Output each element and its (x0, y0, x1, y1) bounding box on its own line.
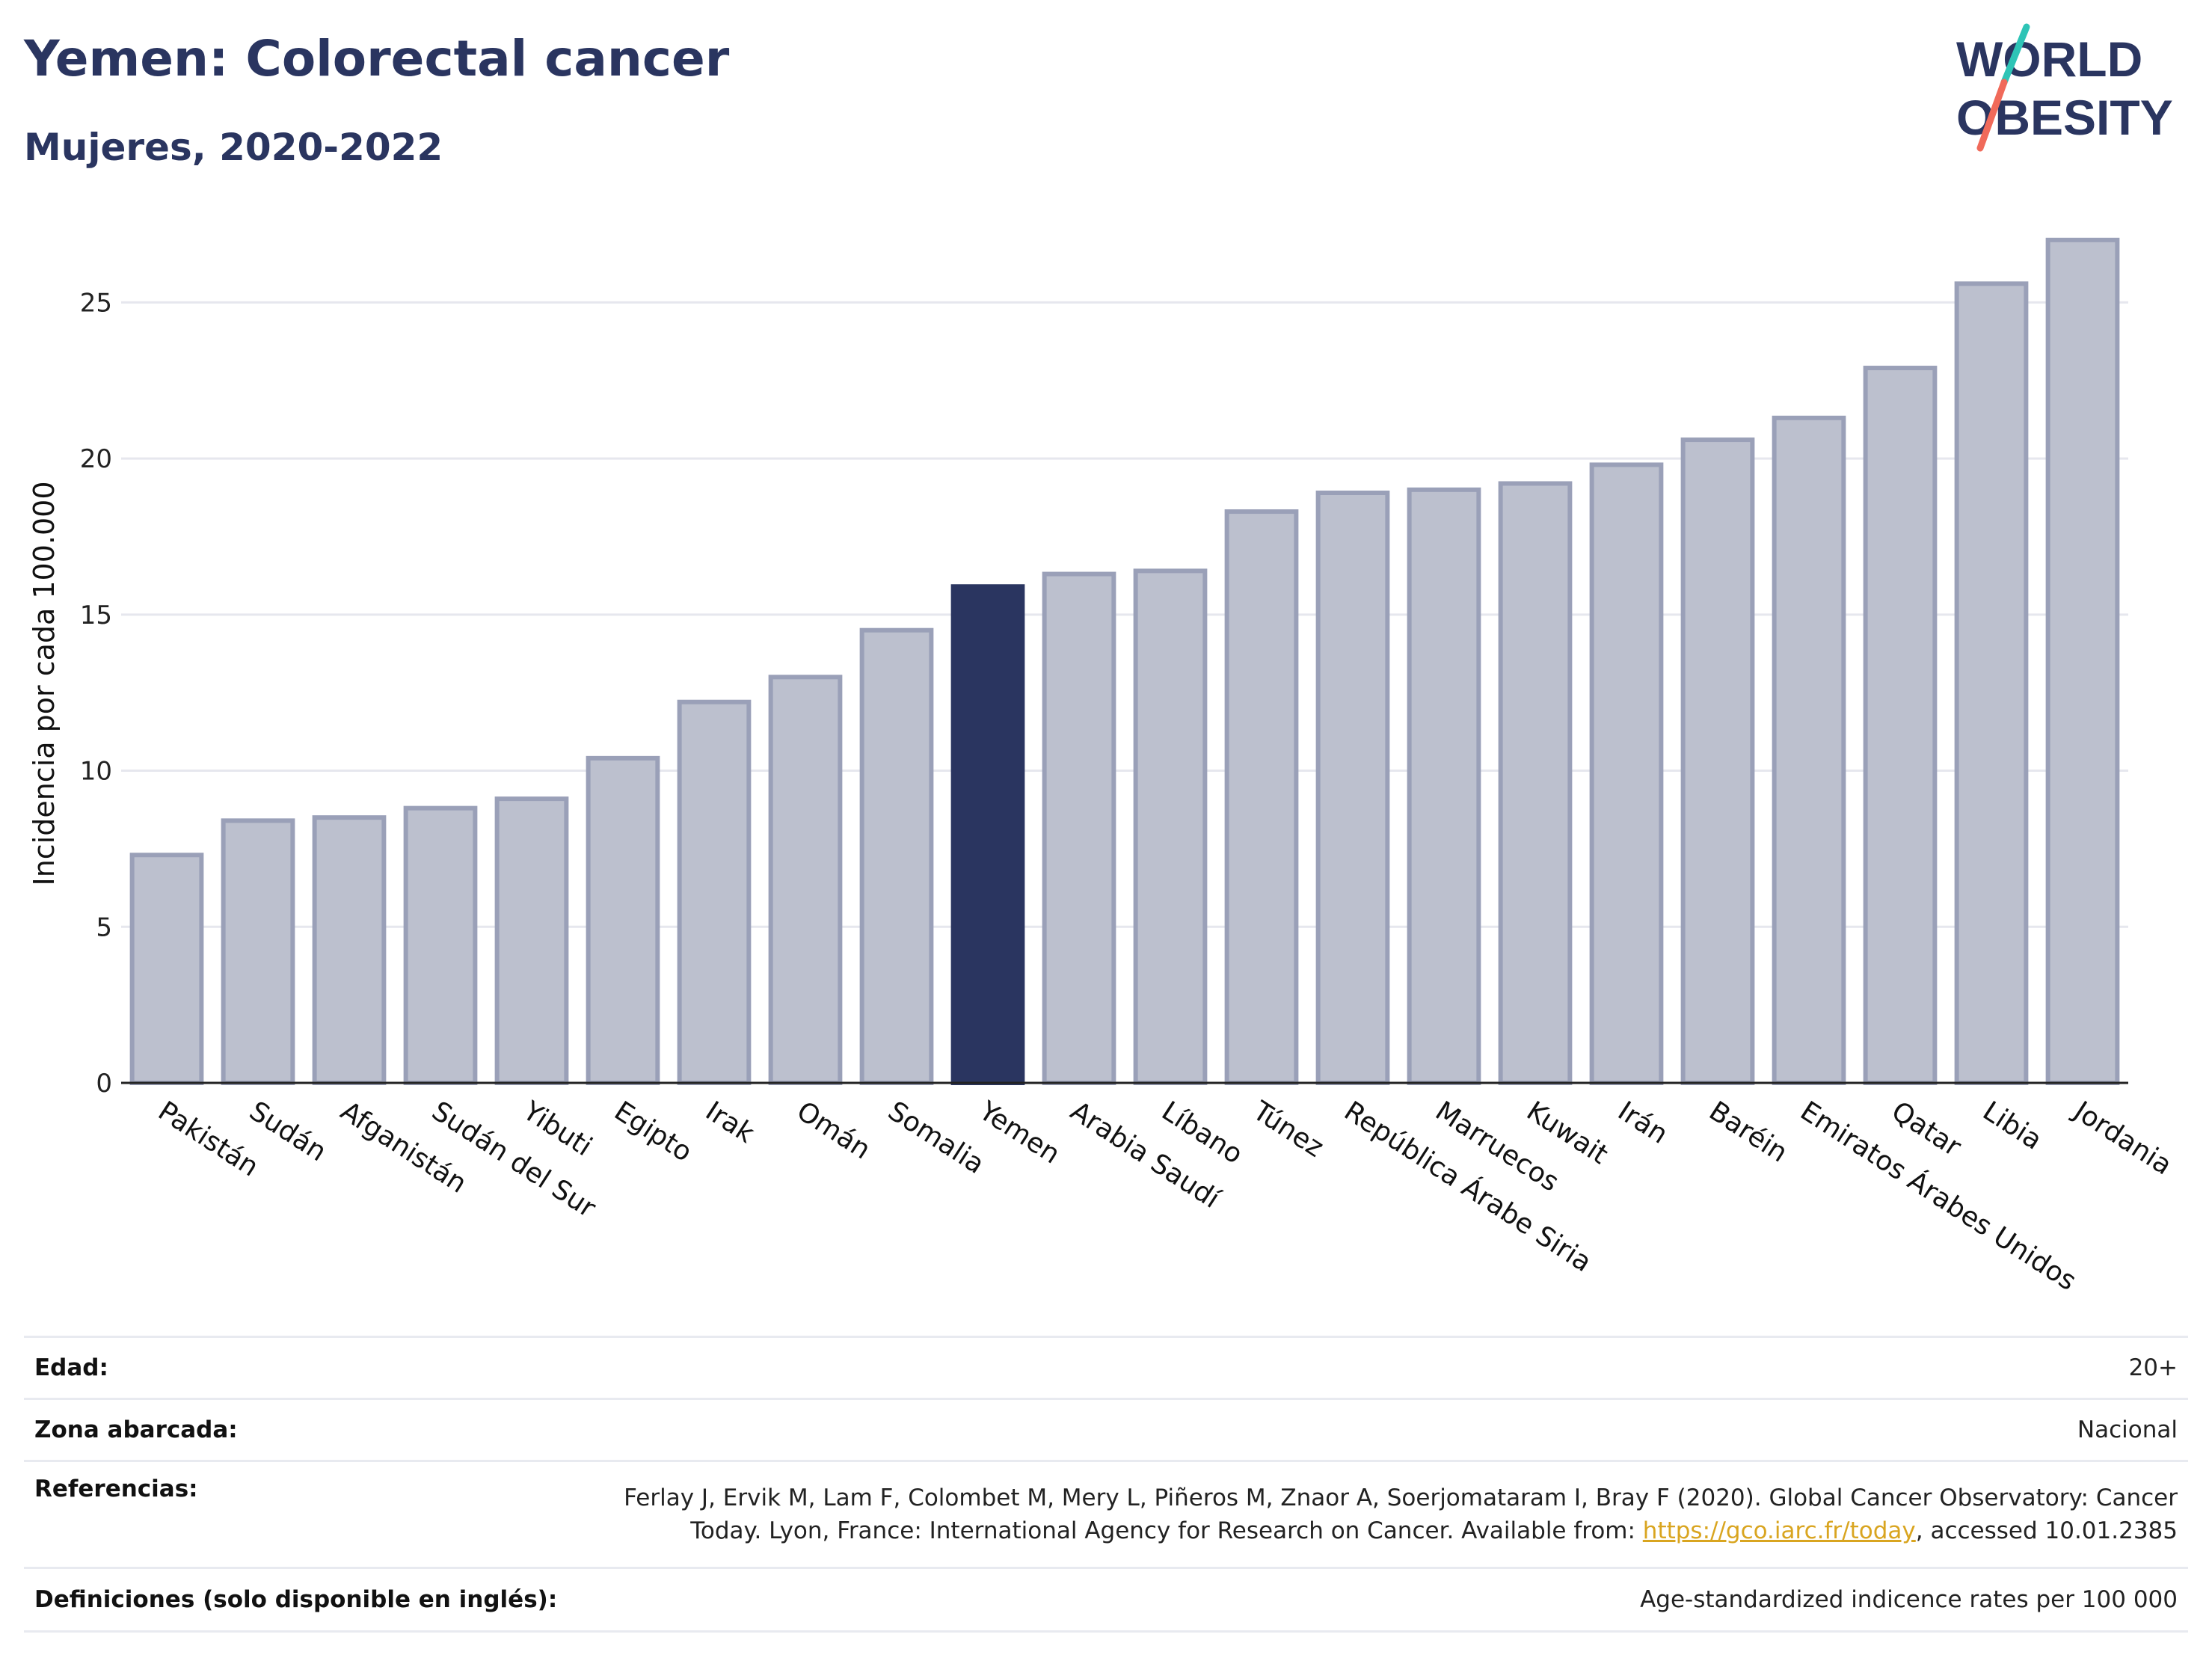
reference-text-accessed: , accessed 10.01.2385 (1915, 1517, 2178, 1544)
bar (403, 805, 478, 1085)
y-tick-label: 0 (96, 1069, 112, 1099)
bar (859, 627, 934, 1085)
info-row-references: Referencias: Ferlay J, Ervik M, Lam F, C… (24, 1460, 2188, 1568)
svg-text:WORLD: WORLD (1956, 31, 2142, 87)
info-table: Edad: 20+ Zona abarcada: Nacional Refere… (24, 1336, 2188, 1633)
info-value: Age-standardized indicence rates per 100… (579, 1567, 2188, 1633)
chart-title: Yemen: Colorectal cancer (24, 30, 730, 87)
x-tick-label: Somalia (882, 1096, 989, 1180)
chart-subtitle: Mujeres, 2020-2022 (24, 126, 443, 169)
bar (312, 815, 387, 1086)
y-tick-label: 20 (80, 444, 112, 474)
x-tick-label: Libia (1977, 1096, 2047, 1156)
y-axis-title: Incidencia por cada 100.000 (28, 481, 61, 885)
y-axis-ticks: 0 5 10 15 20 25 (80, 288, 112, 1099)
bar (494, 796, 569, 1085)
info-key: Edad: (24, 1336, 580, 1399)
bar (1498, 481, 1573, 1085)
x-tick-label: Egipto (609, 1096, 697, 1168)
bar (677, 699, 752, 1085)
info-row-age: Edad: 20+ (24, 1336, 2188, 1399)
bar (1863, 366, 1938, 1085)
bar (1133, 568, 1208, 1085)
x-tick-label: Jordania (2067, 1095, 2177, 1181)
reference-link[interactable]: https://gco.iarc.fr/today (1642, 1517, 1916, 1544)
info-value: Ferlay J, Ervik M, Lam F, Colombet M, Me… (579, 1460, 2188, 1568)
x-tick-label: Irak (700, 1096, 760, 1149)
bar (1224, 509, 1299, 1085)
bar (221, 818, 295, 1085)
bar (129, 853, 204, 1085)
reference-text-line1: Ferlay J, Ervik M, Lam F, Colombet M, Me… (624, 1484, 2178, 1511)
info-value: Nacional (579, 1398, 2188, 1461)
info-row-definitions: Definiciones (solo disponible en inglés)… (24, 1567, 2188, 1633)
info-key: Referencias: (24, 1460, 580, 1568)
y-tick-label: 15 (80, 601, 112, 630)
bar (1315, 491, 1390, 1085)
logo-slash-bottom (1976, 79, 2008, 152)
x-tick-label: Baréin (1703, 1096, 1792, 1168)
x-tick-label: Túnez (1247, 1096, 1329, 1164)
y-tick-label: 25 (80, 288, 112, 318)
y-tick-label: 10 (80, 757, 112, 787)
bar (2045, 237, 2120, 1086)
y-tick-label: 5 (96, 912, 112, 942)
bar (586, 755, 660, 1086)
x-tick-label: Pakistán (153, 1096, 264, 1182)
bar (1589, 462, 1664, 1085)
world-obesity-logo: WORLD OBESITY (1956, 23, 2173, 152)
info-key: Definiciones (solo disponible en inglés)… (24, 1567, 580, 1633)
x-tick-label: Irán (1612, 1096, 1673, 1150)
bar (1954, 281, 2029, 1085)
x-tick-label: Omán (791, 1096, 876, 1165)
bar (1407, 487, 1481, 1085)
x-tick-label: Yemen (973, 1096, 1065, 1170)
bar (1042, 571, 1116, 1085)
bars (129, 237, 2120, 1086)
logo-slash-top (2000, 23, 2030, 86)
bar (1680, 437, 1755, 1085)
bar (950, 584, 1025, 1085)
reference-text-line2: Today. Lyon, France: International Agenc… (690, 1517, 1643, 1544)
info-row-area: Zona abarcada: Nacional (24, 1398, 2188, 1461)
info-value: 20+ (579, 1336, 2188, 1399)
bar (768, 675, 843, 1085)
bar (1772, 415, 1846, 1085)
info-key: Zona abarcada: (24, 1398, 580, 1461)
x-tick-label: Sudán del Sur (426, 1096, 601, 1224)
